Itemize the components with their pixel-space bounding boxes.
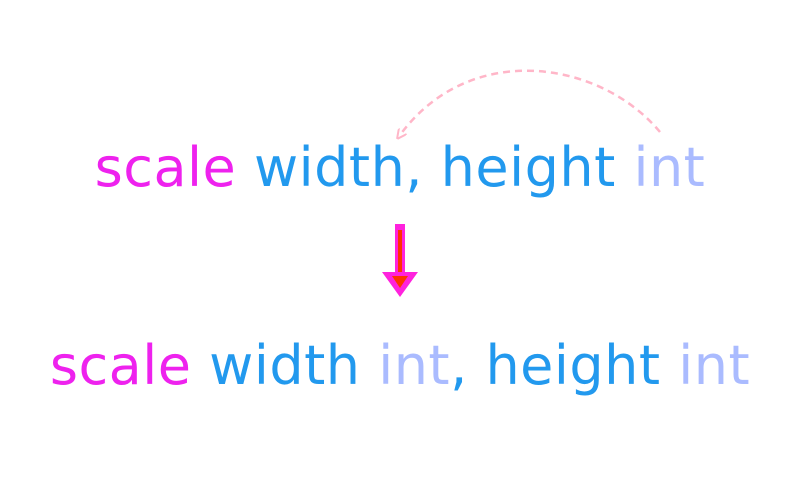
keyword-scale: scale	[94, 136, 237, 199]
down-arrow-icon	[382, 224, 418, 297]
param-width: width	[209, 334, 361, 397]
type-int-width: int	[378, 334, 451, 397]
dashed-curved-arrow-icon	[400, 69, 661, 135]
code-line-before: scale width, height int	[0, 138, 800, 198]
comma: ,	[405, 136, 423, 199]
keyword-scale: scale	[49, 334, 192, 397]
code-line-after: scale width int, height int	[0, 336, 800, 396]
comma: ,	[450, 334, 468, 397]
param-height: height	[485, 334, 661, 397]
param-height: height	[440, 136, 616, 199]
type-int: int	[633, 136, 706, 199]
param-width: width	[253, 136, 406, 199]
type-int-height: int	[678, 334, 751, 397]
